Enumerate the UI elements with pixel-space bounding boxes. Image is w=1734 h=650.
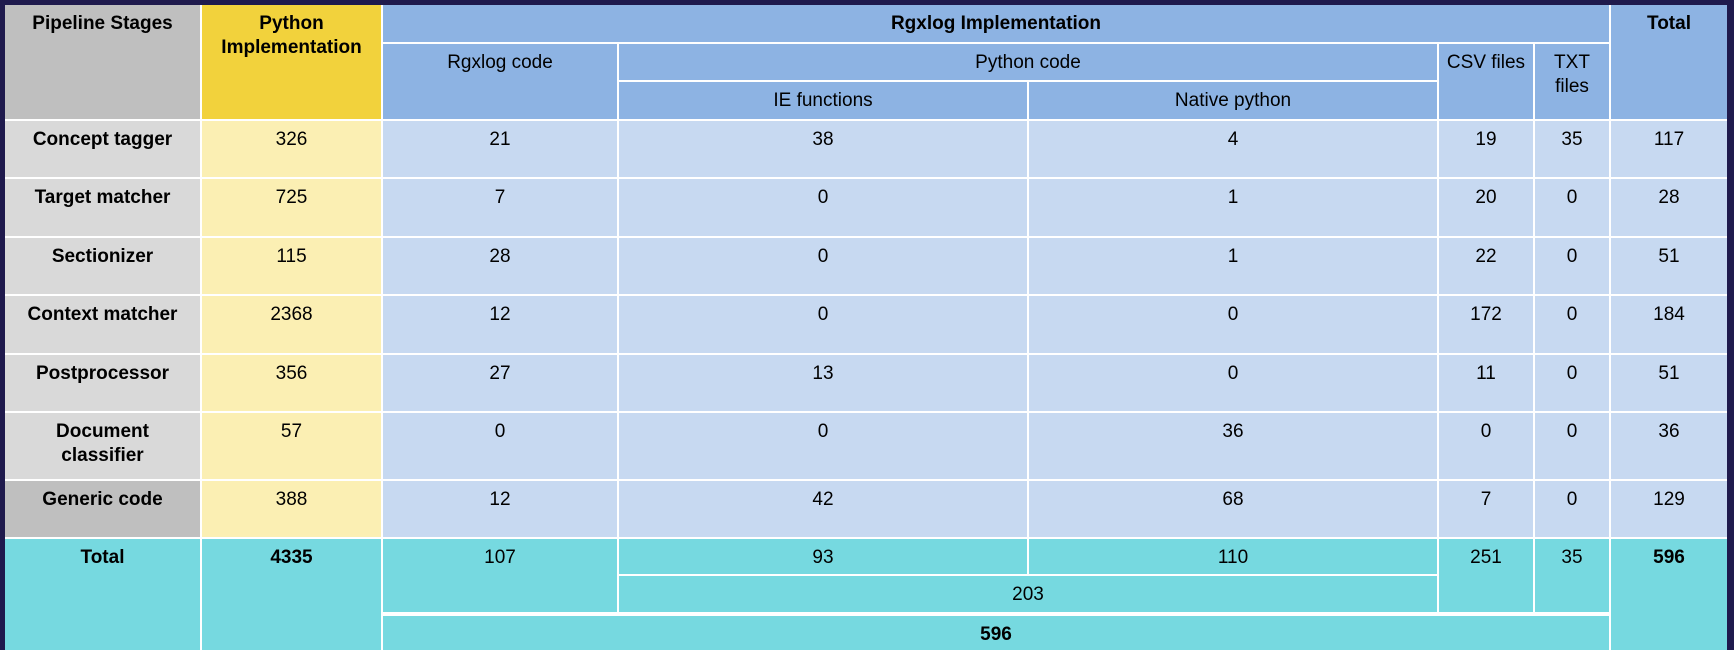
totals-rgxlog-implementation-sum: 596 — [383, 616, 1609, 650]
row-stage-label: Generic code — [5, 481, 200, 537]
row-python-value: 57 — [202, 413, 381, 479]
totals-txt-value: 35 — [1535, 539, 1609, 612]
code-size-table: Pipeline Stages Python Implementation Rg… — [5, 5, 1727, 650]
row-ie-functions-value: 0 — [619, 296, 1027, 353]
row-txt-value: 0 — [1535, 413, 1609, 479]
row-ie-functions-value: 13 — [619, 355, 1027, 411]
row-ie-functions-value: 42 — [619, 481, 1027, 537]
row-native-python-value: 1 — [1029, 238, 1437, 294]
row-rgxlog-code-value: 21 — [383, 121, 617, 177]
row-total-value: 51 — [1611, 355, 1727, 411]
header-python-implementation: Python Implementation — [202, 5, 381, 119]
row-native-python-value: 68 — [1029, 481, 1437, 537]
header-ie-functions: IE functions — [619, 82, 1027, 119]
row-txt-value: 35 — [1535, 121, 1609, 177]
row-rgxlog-code-value: 27 — [383, 355, 617, 411]
row-csv-value: 20 — [1439, 179, 1533, 236]
row-native-python-value: 1 — [1029, 179, 1437, 236]
row-python-value: 356 — [202, 355, 381, 411]
row-stage-label: Postprocessor — [5, 355, 200, 411]
row-python-value: 2368 — [202, 296, 381, 353]
row-txt-value: 0 — [1535, 481, 1609, 537]
row-txt-value: 0 — [1535, 238, 1609, 294]
row-ie-functions-value: 38 — [619, 121, 1027, 177]
row-stage-label: Sectionizer — [5, 238, 200, 294]
row-python-value: 725 — [202, 179, 381, 236]
header-pipeline-stages: Pipeline Stages — [5, 5, 200, 119]
row-native-python-value: 36 — [1029, 413, 1437, 479]
row-rgxlog-code-value: 12 — [383, 481, 617, 537]
row-csv-value: 172 — [1439, 296, 1533, 353]
row-ie-functions-value: 0 — [619, 238, 1027, 294]
row-stage-label: Target matcher — [5, 179, 200, 236]
row-total-value: 36 — [1611, 413, 1727, 479]
header-csv-files: CSV files — [1439, 44, 1533, 119]
totals-python-code-sum: 203 — [619, 576, 1437, 612]
row-rgxlog-code-value: 0 — [383, 413, 617, 479]
row-stage-label: Concept tagger — [5, 121, 200, 177]
row-stage-label: Context matcher — [5, 296, 200, 353]
row-csv-value: 11 — [1439, 355, 1533, 411]
row-total-value: 51 — [1611, 238, 1727, 294]
totals-total-value: 596 — [1611, 539, 1727, 650]
row-rgxlog-code-value: 12 — [383, 296, 617, 353]
header-native-python: Native python — [1029, 82, 1437, 119]
header-total: Total — [1611, 5, 1727, 119]
row-total-value: 184 — [1611, 296, 1727, 353]
row-ie-functions-value: 0 — [619, 179, 1027, 236]
row-total-value: 129 — [1611, 481, 1727, 537]
row-total-value: 28 — [1611, 179, 1727, 236]
row-csv-value: 19 — [1439, 121, 1533, 177]
row-txt-value: 0 — [1535, 296, 1609, 353]
row-rgxlog-code-value: 28 — [383, 238, 617, 294]
totals-ie-functions-value: 93 — [619, 539, 1027, 574]
header-rgxlog-implementation: Rgxlog Implementation — [383, 5, 1609, 42]
row-txt-value: 0 — [1535, 179, 1609, 236]
row-txt-value: 0 — [1535, 355, 1609, 411]
totals-python-value: 4335 — [202, 539, 381, 650]
row-total-value: 117 — [1611, 121, 1727, 177]
totals-rgxlog-code-value: 107 — [383, 539, 617, 612]
row-python-value: 388 — [202, 481, 381, 537]
totals-native-python-value: 110 — [1029, 539, 1437, 574]
header-txt-files: TXT files — [1535, 44, 1609, 119]
totals-label: Total — [5, 539, 200, 650]
row-csv-value: 22 — [1439, 238, 1533, 294]
row-native-python-value: 4 — [1029, 121, 1437, 177]
row-rgxlog-code-value: 7 — [383, 179, 617, 236]
header-rgxlog-code: Rgxlog code — [383, 44, 617, 119]
row-python-value: 326 — [202, 121, 381, 177]
row-stage-label: Document classifier — [5, 413, 200, 479]
row-csv-value: 0 — [1439, 413, 1533, 479]
row-native-python-value: 0 — [1029, 355, 1437, 411]
row-csv-value: 7 — [1439, 481, 1533, 537]
row-native-python-value: 0 — [1029, 296, 1437, 353]
row-python-value: 115 — [202, 238, 381, 294]
header-python-code: Python code — [619, 44, 1437, 80]
row-ie-functions-value: 0 — [619, 413, 1027, 479]
totals-csv-value: 251 — [1439, 539, 1533, 612]
